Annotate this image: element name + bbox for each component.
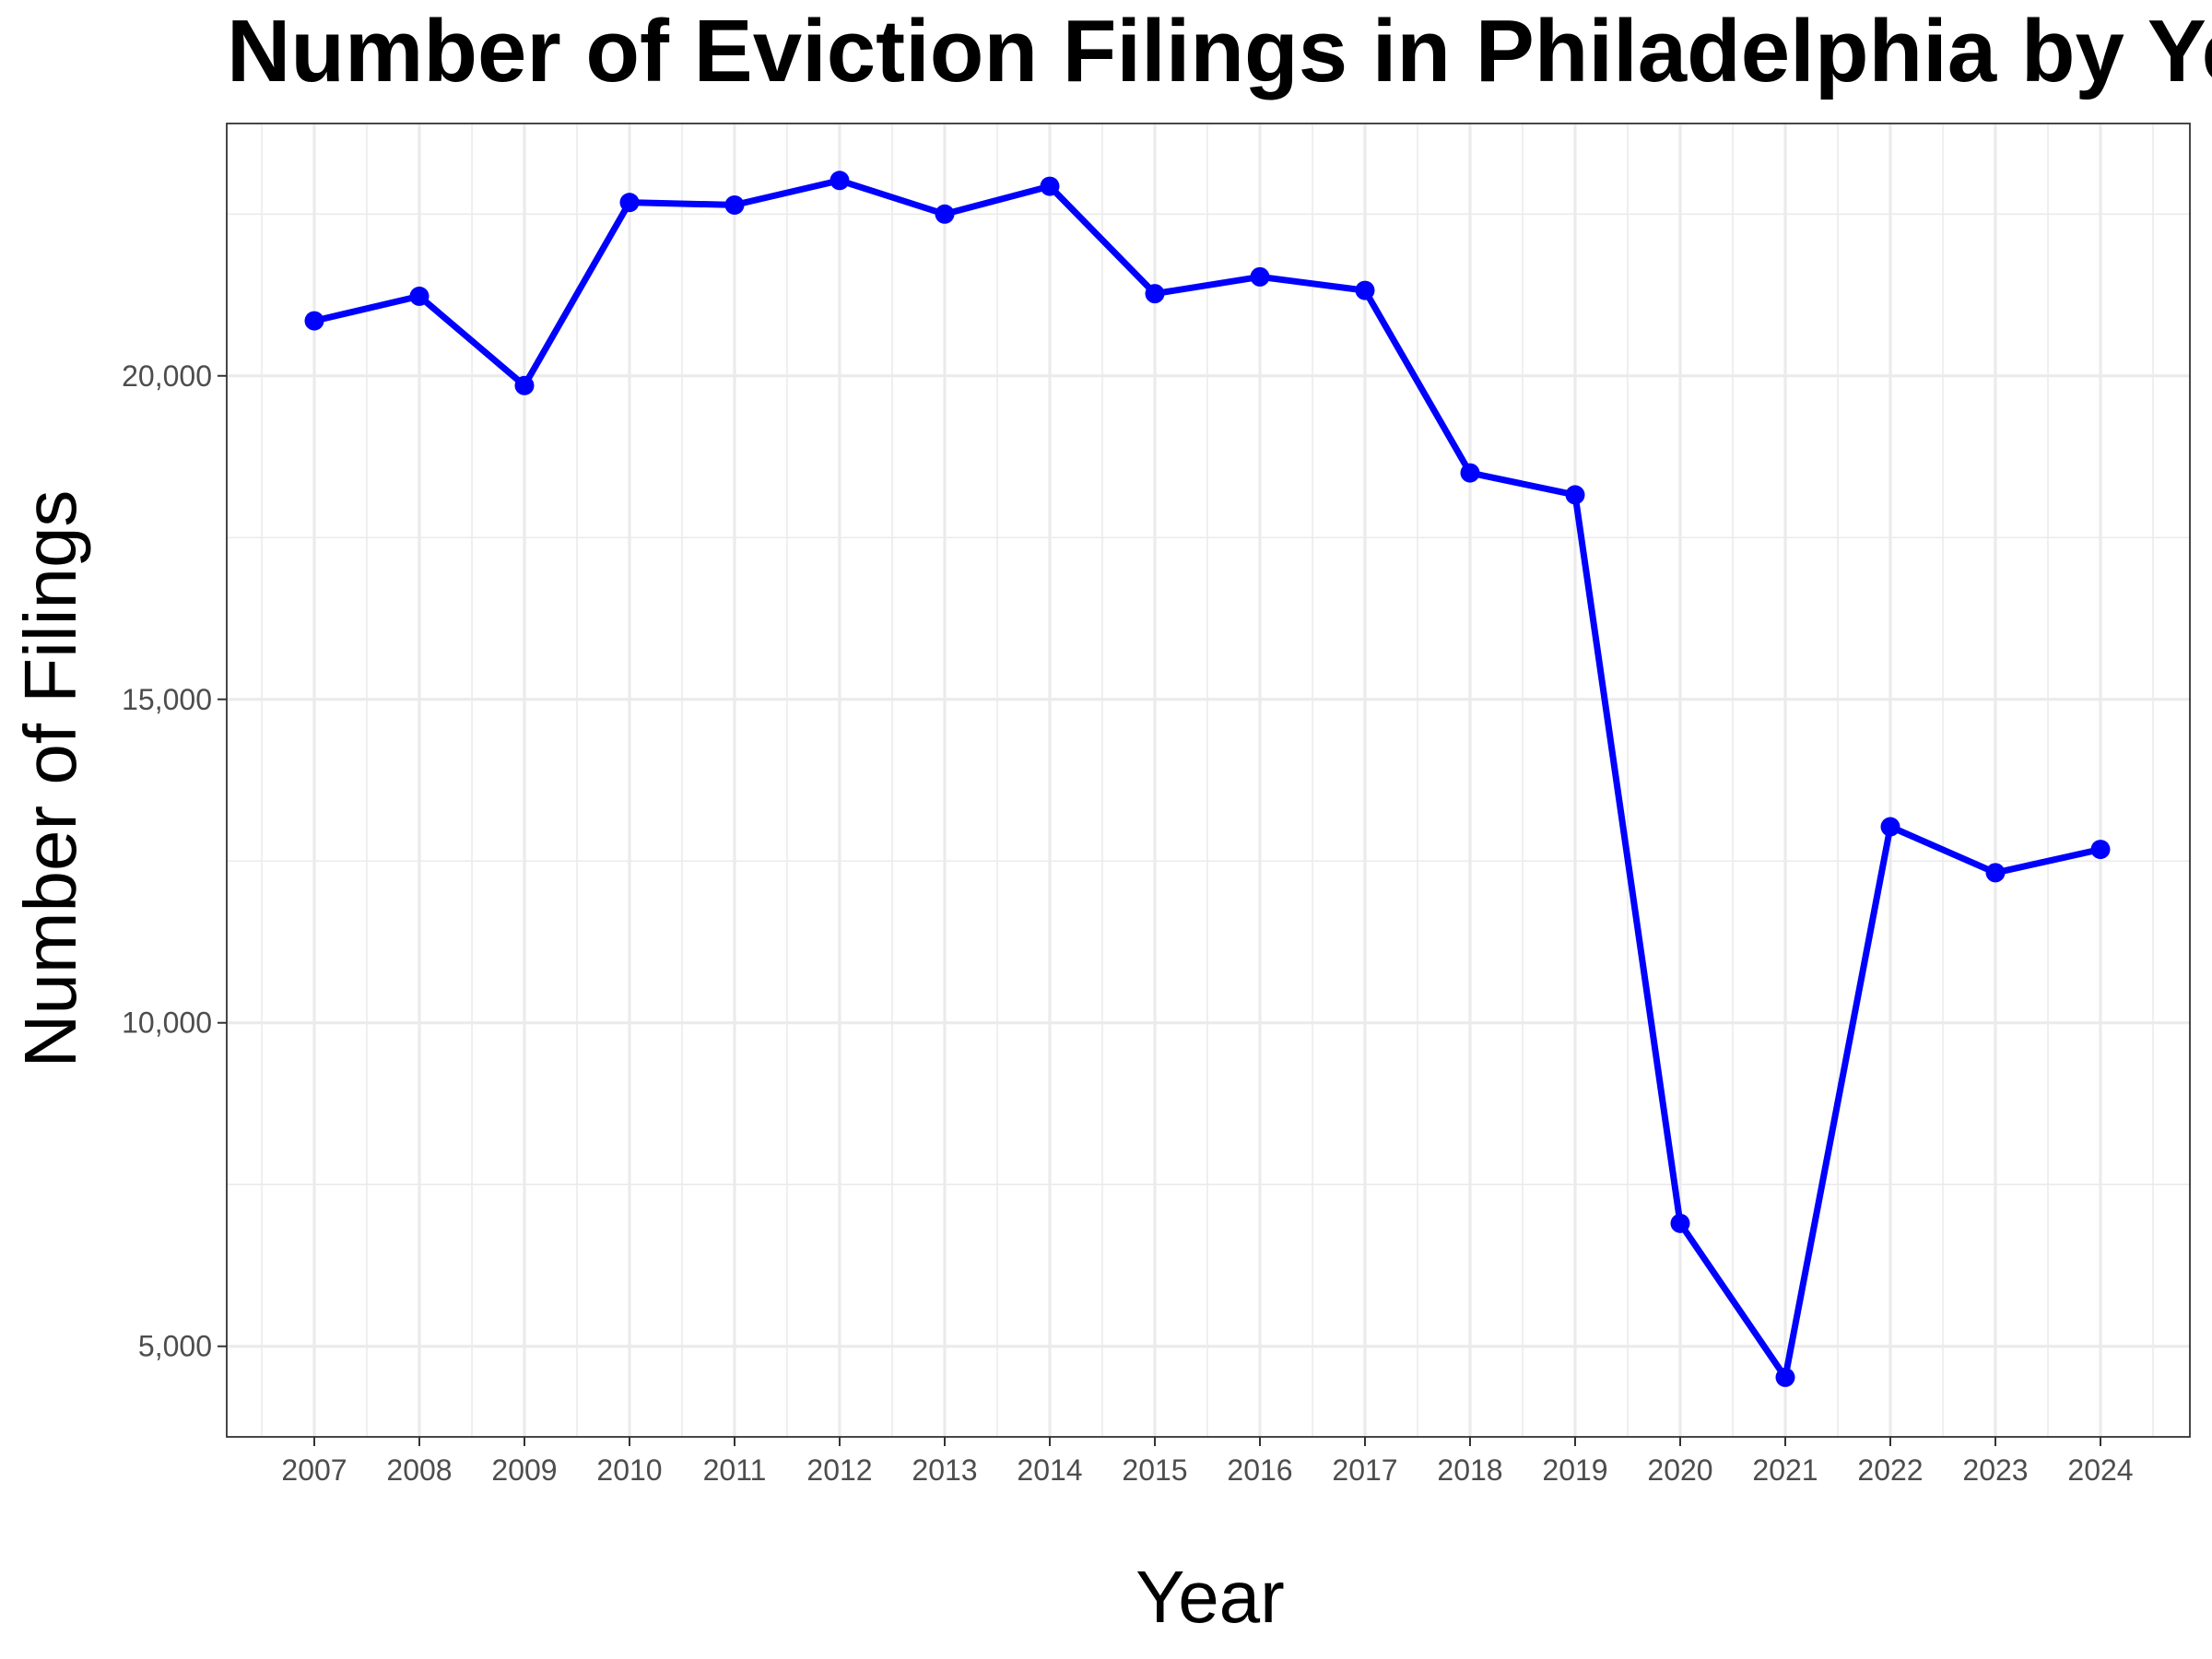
y-tick-label: 20,000 [122,359,212,393]
y-axis: 5,000 10,000 15,000 20,000 [122,359,227,1363]
data-point-2019 [1565,485,1585,505]
x-tick-label: 2017 [1332,1453,1397,1487]
data-point-2017 [1355,280,1375,300]
x-tick-label: 2022 [1857,1453,1923,1487]
data-point-2015 [1145,284,1165,304]
data-point-2009 [514,375,535,395]
data-point-2012 [830,171,850,191]
y-tick-label: 5,000 [138,1330,212,1363]
chart-title: Number of Eviction Filings in Philadelph… [227,2,2212,100]
data-point-2018 [1460,463,1480,483]
x-tick-label: 2007 [281,1453,347,1487]
data-point-2020 [1670,1213,1690,1233]
data-point-2008 [409,286,429,306]
x-tick-label: 2015 [1122,1453,1187,1487]
data-point-2014 [1040,176,1060,196]
data-point-2013 [935,204,955,224]
x-tick-label: 2014 [1017,1453,1082,1487]
x-tick-label: 2023 [1962,1453,2028,1487]
data-point-2010 [619,193,640,213]
data-point-2022 [1880,817,1900,837]
series-line [313,177,2101,1381]
y-tick-label: 10,000 [122,1006,212,1040]
y-tick-label: 15,000 [122,683,212,716]
x-tick-label: 2012 [806,1453,872,1487]
data-point-2021 [1775,1367,1795,1387]
y-axis-title: Number of Filings [9,490,91,1068]
x-axis-title: Year [1135,1556,1285,1638]
data-point-2007 [304,311,324,331]
x-axis: 2007 2008 2009 2010 2011 2012 2013 2014 2015 2016… [281,1437,2134,1487]
x-tick-label: 2016 [1227,1453,1292,1487]
data-point-2011 [724,194,745,215]
x-tick-label: 2008 [386,1453,452,1487]
x-tick-label: 2013 [912,1453,977,1487]
data-point-2023 [1985,863,2006,883]
x-tick-label: 2010 [596,1453,662,1487]
x-tick-label: 2019 [1542,1453,1607,1487]
x-tick-label: 2009 [491,1453,557,1487]
panel-border [226,123,2191,1438]
x-tick-label: 2018 [1437,1453,1502,1487]
data-point-2016 [1250,266,1270,287]
data-point-2024 [2090,840,2111,860]
x-tick-label: 2011 [703,1453,767,1487]
series-line-group [304,171,2111,1387]
x-tick-label: 2024 [2067,1453,2133,1487]
grid [227,124,2190,1437]
panel-background [227,124,2190,1437]
x-tick-label: 2021 [1752,1453,1818,1487]
x-tick-label: 2020 [1647,1453,1712,1487]
